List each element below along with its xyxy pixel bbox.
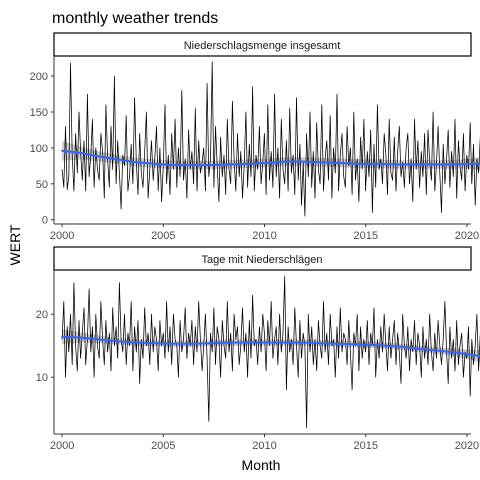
chart-title: monthly weather trends (52, 10, 218, 27)
panel-2-y-ticks: 10 20 (36, 309, 54, 384)
panel-2-strip (53, 246, 472, 271)
panel-2-smooth-series (61, 335, 480, 358)
y-tick-label: 20 (36, 309, 48, 321)
panel-2-x-ticks: 2000 2005 2010 2015 2020 (50, 434, 479, 452)
x-tick-label: 2020 (455, 230, 479, 242)
panel-1-raw-series (61, 61, 480, 217)
x-tick-label: 2015 (353, 230, 377, 242)
smooth-trend-line (61, 149, 480, 167)
y-tick-label: 50 (36, 179, 48, 191)
y-tick-label: 0 (42, 215, 48, 227)
x-tick-label: 2010 (252, 440, 276, 452)
y-tick-label: 150 (30, 107, 48, 119)
y-tick-label: 10 (36, 372, 48, 384)
x-tick-label: 2005 (151, 440, 175, 452)
smooth-trend-line (61, 335, 480, 358)
x-axis-label: Month (242, 457, 281, 473)
x-tick-label: 2000 (50, 440, 74, 452)
panel-1-smooth-series (61, 149, 480, 167)
x-tick-label: 2010 (252, 230, 276, 242)
panel-2-raw-series (61, 275, 480, 429)
panel-rain-days: Tage mit Niederschlägen 10 20 2000 2005 201… (36, 246, 480, 452)
panel-1-x-ticks: 2000 2005 2010 2015 2020 (50, 224, 479, 242)
panel-2-strip-label: Tage mit Niederschlägen (201, 254, 322, 266)
panel-precipitation: Niederschlagsmenge insgesamt 0 50 100 150 20… (30, 32, 480, 242)
raw-series-line (61, 61, 480, 217)
y-tick-label: 200 (30, 71, 48, 83)
x-tick-label: 2005 (151, 230, 175, 242)
y-axis-label: WERT (7, 224, 23, 265)
x-tick-label: 2015 (353, 440, 377, 452)
panel-1-strip-label: Niederschlagsmenge insgesamt (184, 40, 341, 52)
y-tick-label: 100 (30, 143, 48, 155)
panel-1-strip (53, 32, 472, 57)
x-tick-label: 2000 (50, 230, 74, 242)
raw-series-line (61, 275, 480, 429)
panel-1-y-ticks: 0 50 100 150 200 (30, 71, 54, 227)
x-tick-label: 2020 (455, 440, 479, 452)
